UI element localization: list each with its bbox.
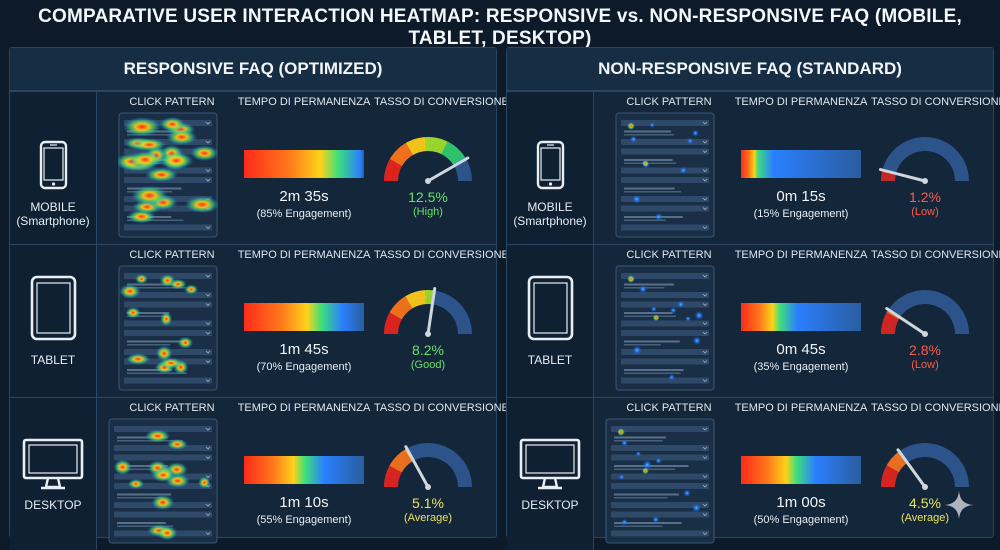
desktop-monitor-icon [22,438,84,490]
click-pattern-heatmap [108,418,218,544]
tablet-icon [527,275,574,341]
device-column: DESKTOP [10,398,97,550]
engagement-value: (50% Engagement) [753,514,849,526]
device-column: MOBILE (Smartphone) [507,92,594,244]
device-label: MOBILE [527,200,573,214]
dwell-time-bar [244,150,364,178]
column-header-click-pattern: CLICK PATTERN [129,402,215,414]
conversion-value: 8.2% [412,342,444,358]
conversion-label: (Average) [900,512,950,524]
dwell-time-value: 0m 45s [776,341,826,358]
column-header-dwell-time: TEMPO DI PERMANENZA [734,249,868,261]
dwell-time-value: 0m 15s [776,188,826,205]
device-sublabel: (Smartphone) [16,214,90,228]
conversion-gauge [881,290,969,337]
conversion-value: 5.1% [412,495,444,511]
device-row-tablet: TABLET CLICK PATTERN TEMPO DI PERMANENZA TA… [10,244,509,397]
column-header-dwell-time: TEMPO DI PERMANENZA [734,96,868,108]
dwell-time-value: 1m 10s [279,494,329,511]
device-label: MOBILE [30,200,76,214]
device-column: MOBILE (Smartphone) [10,92,97,244]
sparkle-icon [945,491,973,519]
device-row-desktop: DESKTOP CLICK PATTERN TEMPO DI PERMANENZA T… [507,397,1000,550]
device-row-desktop: DESKTOP CLICK PATTERN TEMPO DI PERMANENZA T… [10,397,509,550]
device-column: DESKTOP [507,398,594,550]
device-row-mobile: MOBILE (Smartphone) CLICK PATTERN TEMPO DI … [507,91,1000,244]
device-label: TABLET [30,353,76,367]
device-label: DESKTOP [24,498,82,512]
conversion-gauge [878,137,969,184]
column-header-click-pattern: CLICK PATTERN [626,249,712,261]
conversion-value: 2.8% [909,342,941,358]
dwell-time-bar [244,456,364,484]
click-pattern-heatmap [118,265,218,391]
smartphone-icon [536,140,565,190]
smartphone-icon [39,140,68,190]
device-column: TABLET [507,245,594,397]
device-sublabel: (Smartphone) [513,214,587,228]
dwell-time-value: 1m 00s [776,494,826,511]
dwell-time-bar [741,303,861,331]
engagement-value: (55% Engagement) [256,514,352,526]
dwell-time-value: 1m 45s [279,341,329,358]
device-label: TABLET [527,353,573,367]
column-header-conversion: TASSO DI CONVERSIONE [871,402,1000,414]
dwell-time-value: 2m 35s [279,188,329,205]
tablet-icon [30,275,77,341]
column-header-dwell-time: TEMPO DI PERMANENZA [237,96,371,108]
conversion-label: (High) [413,206,443,218]
dwell-time-bar [741,150,861,178]
click-pattern-heatmap [615,112,715,238]
column-header-dwell-time: TEMPO DI PERMANENZA [734,402,868,414]
conversion-label: (Good) [410,359,446,371]
engagement-value: (85% Engagement) [256,208,352,220]
conversion-gauge [881,443,969,490]
column-header-conversion: TASSO DI CONVERSIONE [374,402,509,414]
dwell-time-bar [244,303,364,331]
conversion-label: (Low) [911,206,939,218]
device-row-tablet: TABLET CLICK PATTERN TEMPO DI PERMANENZA TA… [507,244,1000,397]
conversion-gauge [384,286,472,337]
device-label: DESKTOP [521,498,579,512]
conversion-gauge [384,137,472,184]
device-row-mobile: MOBILE (Smartphone) CLICK PATTERN TEMPO DI … [10,91,509,244]
conversion-label: (Low) [911,359,939,371]
desktop-monitor-icon [519,438,581,490]
column-header-click-pattern: CLICK PATTERN [626,96,712,108]
engagement-value: (15% Engagement) [753,208,849,220]
responsive-faq-panel: RESPONSIVE FAQ (OPTIMIZED) MOBILE (Smartp… [9,47,509,550]
panel-title: NON-RESPONSIVE FAQ (STANDARD) [507,48,993,91]
column-header-dwell-time: TEMPO DI PERMANENZA [237,249,371,261]
conversion-value: 12.5% [408,189,448,205]
column-header-click-pattern: CLICK PATTERN [129,249,215,261]
column-header-click-pattern: CLICK PATTERN [129,96,215,108]
column-header-conversion: TASSO DI CONVERSIONE [374,96,509,108]
conversion-value: 4.5% [909,495,941,511]
conversion-label: (Average) [403,512,453,524]
engagement-value: (70% Engagement) [256,361,352,373]
conversion-gauge [384,443,472,490]
click-pattern-heatmap [615,265,715,391]
panel-title: RESPONSIVE FAQ (OPTIMIZED) [10,48,496,91]
click-pattern-heatmap [605,418,715,544]
conversion-value: 1.2% [909,189,941,205]
column-header-dwell-time: TEMPO DI PERMANENZA [237,402,371,414]
engagement-value: (35% Engagement) [753,361,849,373]
non-responsive-faq-panel: NON-RESPONSIVE FAQ (STANDARD) MOBILE (Sma… [506,47,1000,550]
column-header-conversion: TASSO DI CONVERSIONE [871,96,1000,108]
dwell-time-bar [741,456,861,484]
device-column: TABLET [10,245,97,397]
column-header-click-pattern: CLICK PATTERN [626,402,712,414]
column-header-conversion: TASSO DI CONVERSIONE [374,249,509,261]
click-pattern-heatmap [118,112,218,238]
column-header-conversion: TASSO DI CONVERSIONE [871,249,1000,261]
page-title: COMPARATIVE USER INTERACTION HEATMAP: RE… [38,6,962,49]
